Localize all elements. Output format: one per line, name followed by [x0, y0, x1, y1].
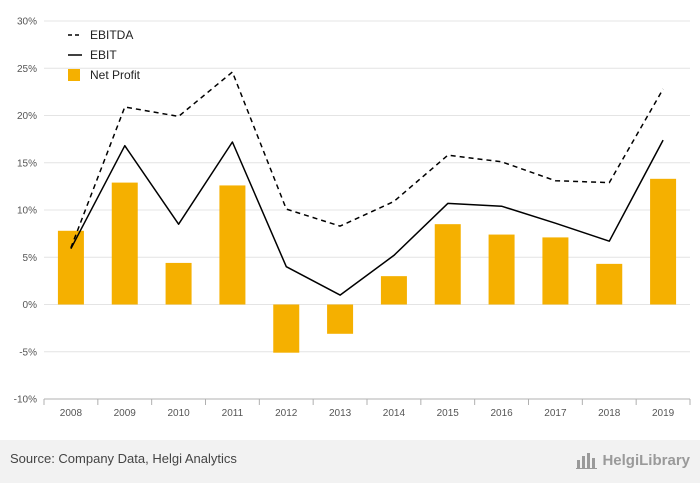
x-tick-label: 2014 — [383, 408, 406, 419]
x-tick-label: 2013 — [329, 408, 352, 419]
y-tick-label: 10% — [17, 206, 37, 217]
bar-chart-icon — [576, 453, 598, 469]
helgi-library-logo[interactable]: HelgiLibrary — [576, 449, 690, 471]
legend-label-ebit: EBIT — [90, 48, 117, 62]
ebitda-line — [70, 71, 664, 249]
net-profit-bar — [327, 304, 354, 334]
y-tick-label: 0% — [23, 300, 38, 311]
legend-swatch-net-profit — [68, 69, 80, 81]
x-tick-label: 2016 — [490, 408, 513, 419]
net-profit-bar — [380, 276, 407, 305]
y-tick-label: 25% — [17, 64, 37, 75]
net-profit-bar — [165, 262, 192, 305]
x-tick-label: 2019 — [652, 408, 675, 419]
net-profit-bar — [542, 237, 569, 305]
legend-label-net-profit: Net Profit — [90, 68, 141, 82]
x-tick-label: 2011 — [222, 408, 244, 419]
net-profit-bar — [219, 185, 246, 305]
net-profit-bar — [57, 230, 84, 305]
x-tick-label: 2012 — [275, 408, 298, 419]
y-tick-label: 30% — [17, 17, 37, 28]
x-tick-label: 2017 — [544, 408, 567, 419]
net-profit-bar — [488, 234, 515, 305]
x-tick-label: 2009 — [114, 408, 137, 419]
y-tick-label: 15% — [17, 158, 37, 169]
y-tick-label: 5% — [23, 253, 38, 264]
y-tick-label: 20% — [17, 111, 37, 122]
y-tick-label: -10% — [14, 395, 37, 406]
net-profit-bar — [596, 263, 623, 305]
x-tick-label: 2010 — [167, 408, 190, 419]
legend-label-ebitda: EBITDA — [90, 28, 133, 42]
logo-text: HelgiLibrary — [602, 451, 690, 469]
x-tick-label: 2015 — [437, 408, 460, 419]
chart-svg: 30% 25% 20% 15% 10% 5% 0% -5% -10% 2008 2009 2010 20… — [14, 17, 691, 419]
net-profit-bar — [650, 178, 677, 305]
x-tick-label: 2008 — [60, 408, 83, 419]
x-tick-label: 2018 — [598, 408, 621, 419]
source-text: Source: Company Data, Helgi Analytics — [10, 451, 237, 466]
footer: Source: Company Data, Helgi Analytics He… — [0, 440, 700, 483]
net-profit-bar — [434, 224, 461, 305]
net-profit-bar — [111, 182, 138, 305]
ebit-line — [70, 139, 664, 296]
y-tick-label: -5% — [19, 347, 37, 358]
net-profit-bar — [273, 304, 300, 353]
